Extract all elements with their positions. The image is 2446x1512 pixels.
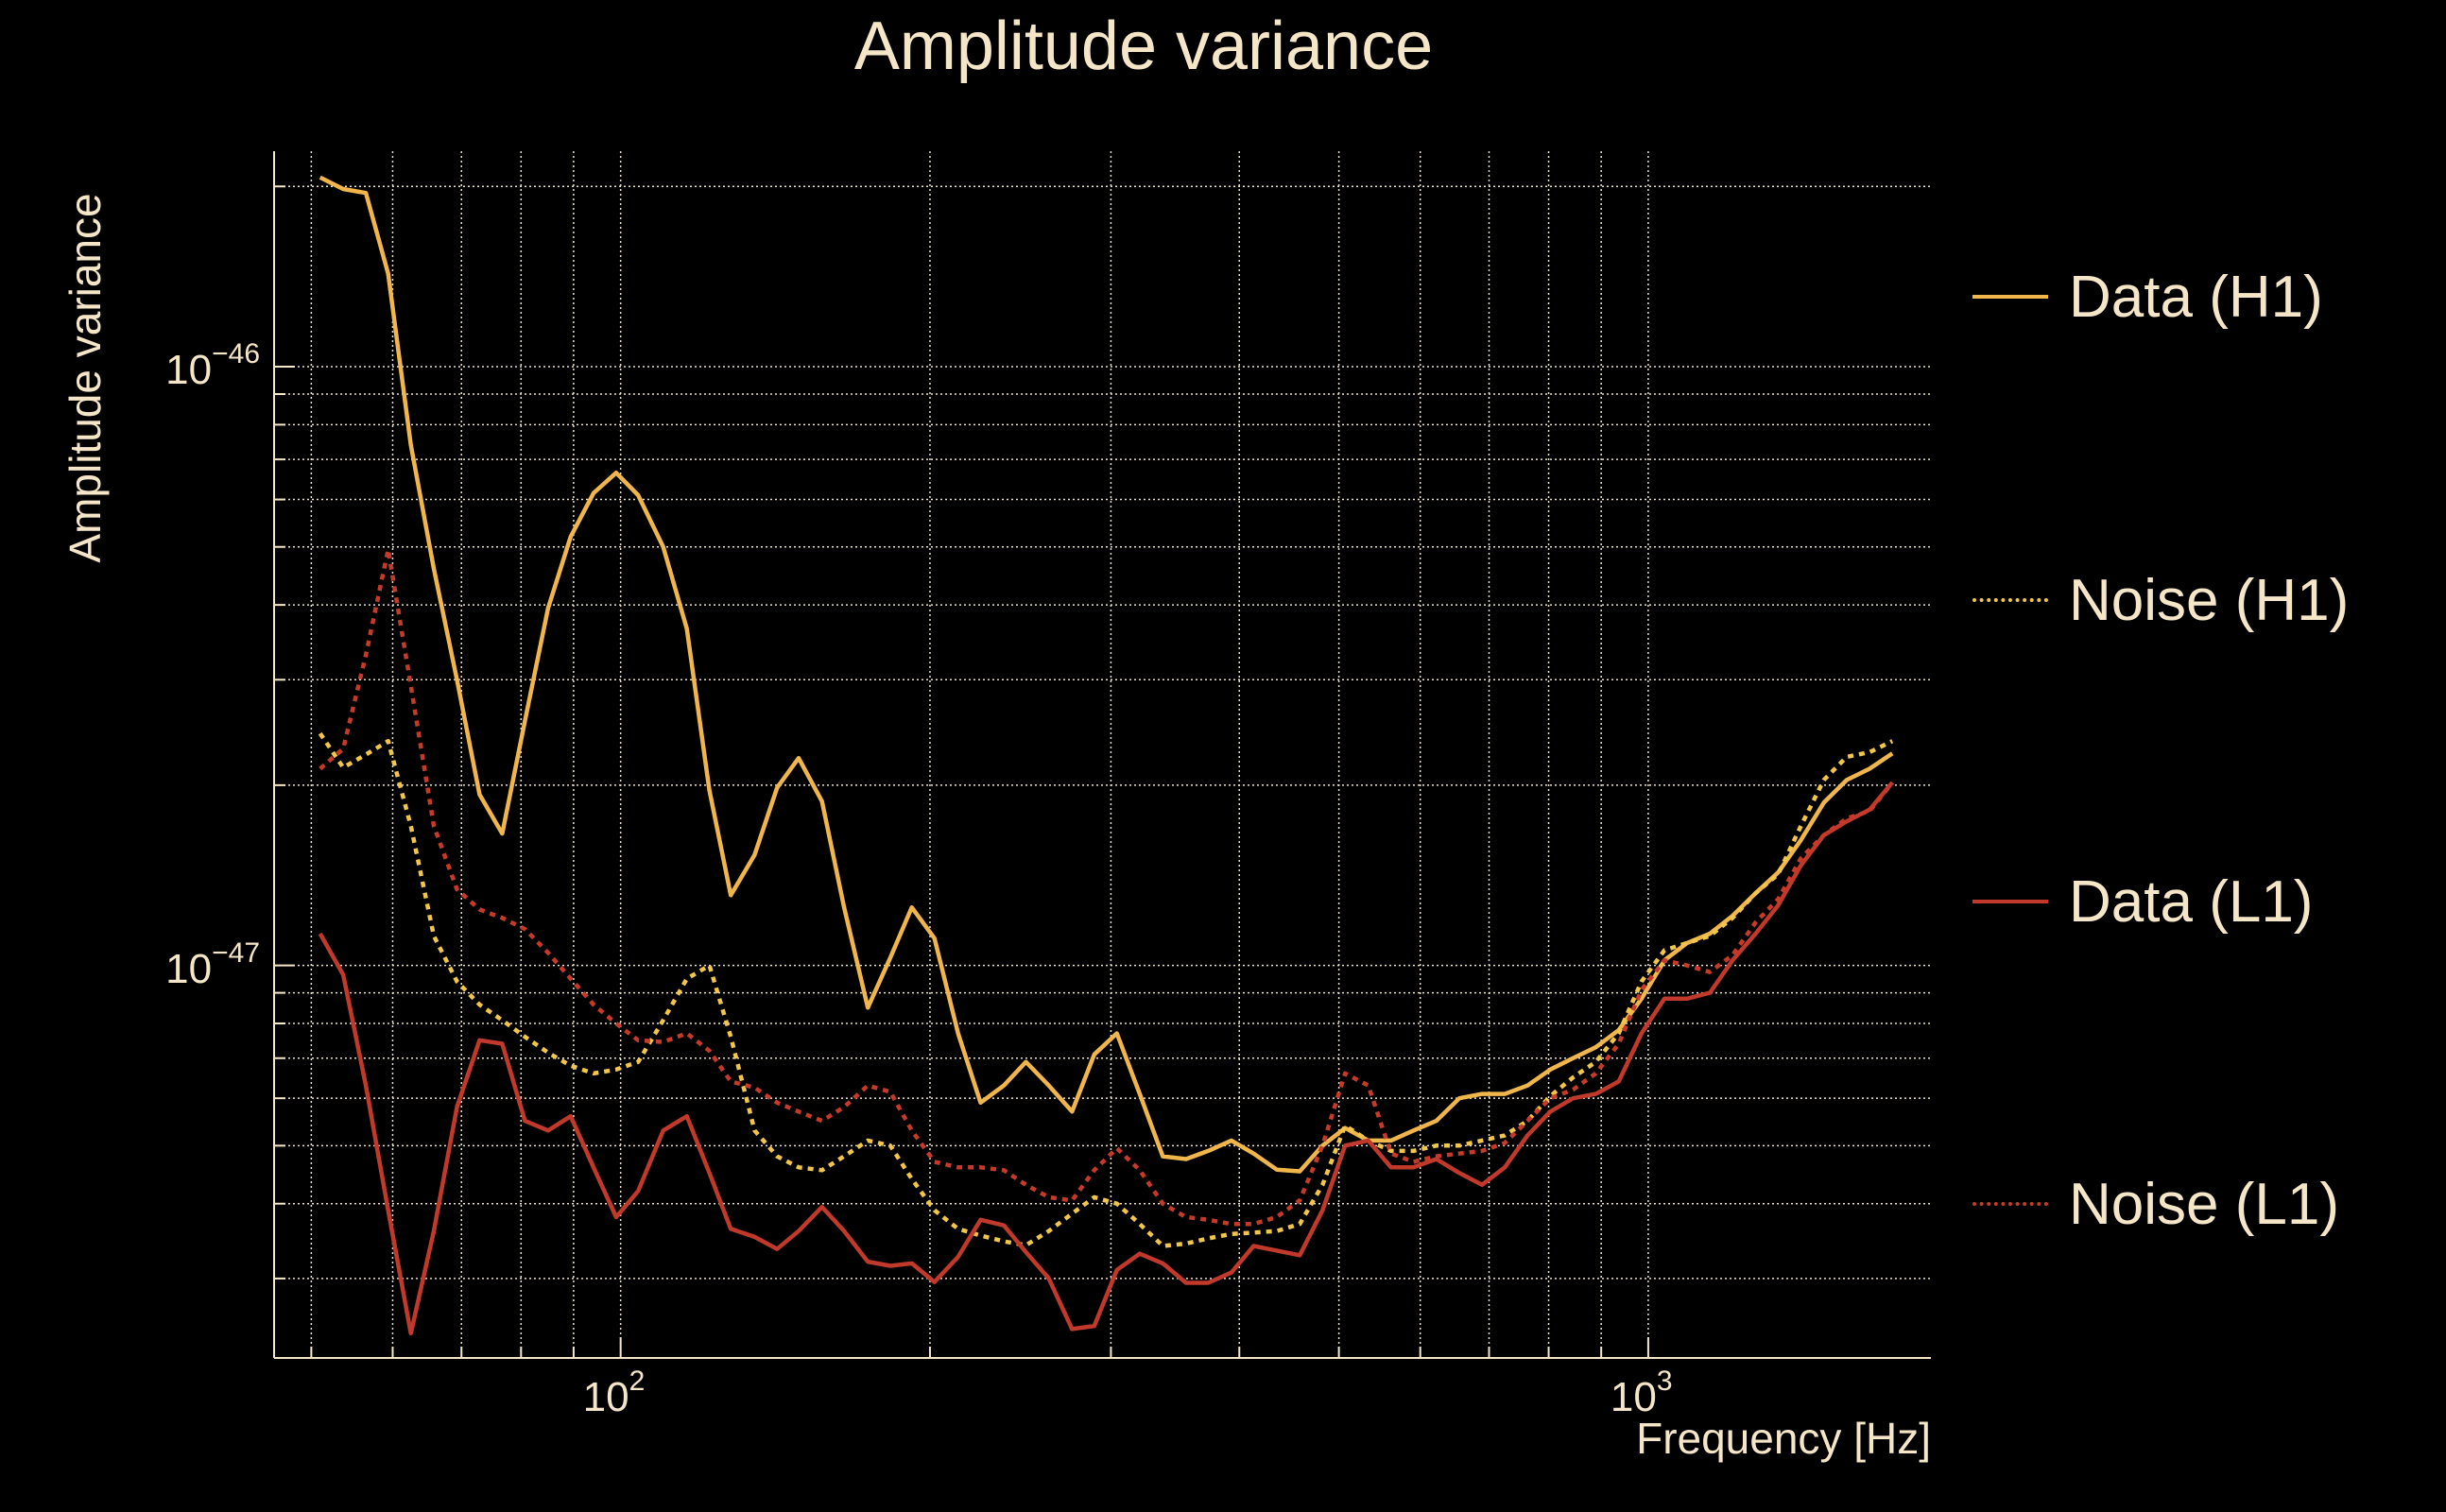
legend-label: Data (L1) (2069, 868, 2314, 935)
series-line-noise-l1 (319, 547, 1894, 1227)
legend-swatch-dotted (1972, 1202, 2048, 1206)
legend-swatch-dotted (1972, 598, 2048, 602)
legend-label: Noise (L1) (2069, 1171, 2339, 1237)
x-tick-label-100: 102 (582, 1366, 646, 1420)
y-axis-label: Amplitude variance (60, 193, 110, 563)
legend-item-data-h1: Data (H1) (1972, 264, 2323, 330)
legend-swatch-solid (1972, 900, 2048, 903)
x-tick-label-1000: 103 (1610, 1366, 1673, 1420)
legend-label: Noise (H1) (2069, 567, 2350, 633)
x-axis-label: Frequency [Hz] (1636, 1414, 1931, 1463)
chart-title: Amplitude variance (853, 9, 1434, 84)
series-line-data-l1 (318, 781, 1894, 1336)
legend-item-noise-h1: Noise (H1) (1972, 567, 2349, 633)
series-line-data-h1 (319, 175, 1894, 1174)
legend-item-data-l1: Data (L1) (1972, 868, 2313, 935)
legend-label: Data (H1) (2069, 264, 2323, 330)
legend-swatch-solid (1972, 295, 2048, 299)
y-tick-label-1e-47: 10−47 (165, 936, 260, 992)
y-tick-label-1e-46: 10−46 (165, 337, 260, 393)
legend-item-noise-l1: Noise (L1) (1972, 1171, 2339, 1237)
series-line-noise-h1 (318, 731, 1894, 1248)
